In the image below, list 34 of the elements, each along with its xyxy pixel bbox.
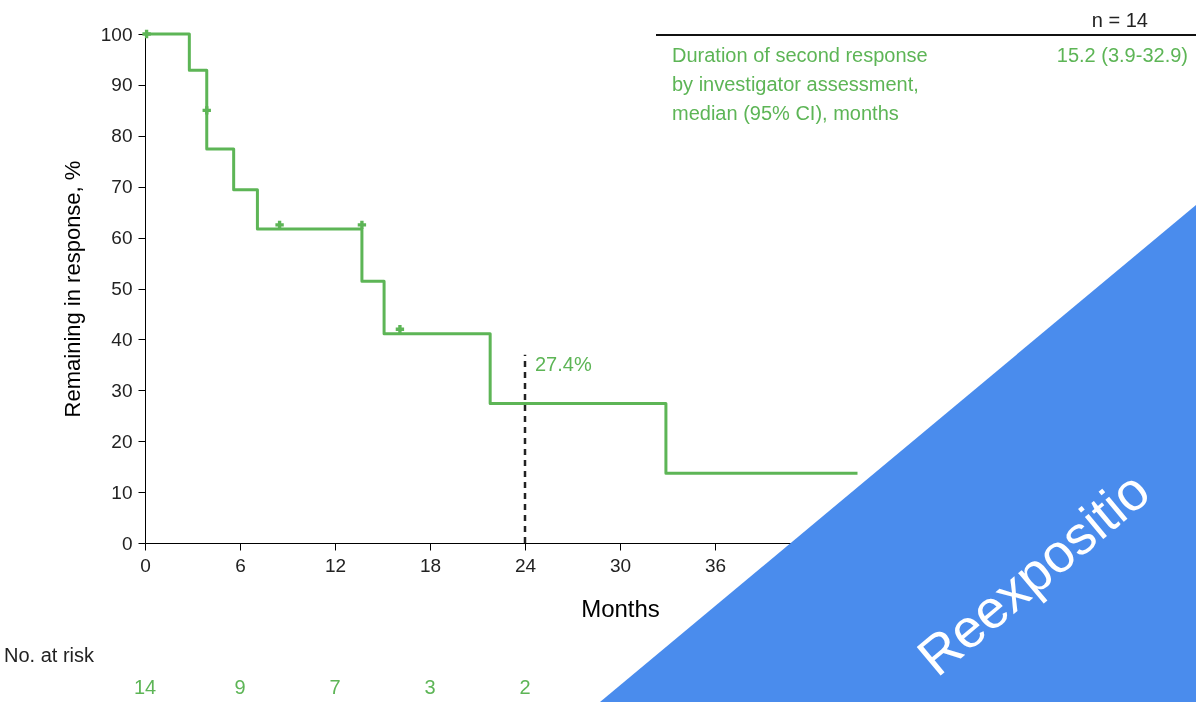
y-tick-label: 80 (111, 125, 133, 147)
y-tick-label: 40 (111, 328, 133, 350)
text: 7 (329, 676, 341, 698)
x-tick-label: 36 (704, 554, 727, 576)
y-tick-label: 50 (111, 278, 133, 299)
text: 2 (519, 676, 531, 698)
y-tick-label: 30 (111, 379, 133, 401)
y-tick-label: 60 (111, 227, 133, 249)
x-tick-label: 12 (324, 554, 347, 576)
text: 14 (133, 676, 157, 698)
x-tick-label: 18 (419, 554, 442, 576)
y-tick-label: 90 (111, 74, 133, 96)
annotation: Duration of second response by investigator assessment, median (95% CI), months (672, 43, 928, 126)
x-tick-label: 6 (235, 554, 246, 576)
y-tick-label: 10 (111, 481, 133, 503)
point (395, 325, 405, 334)
y-tick-label: 70 (111, 176, 133, 198)
annotation: 15.2 (3.9-32.9) (1056, 43, 1188, 68)
y-tick-label: 20 (111, 430, 133, 452)
text: 3 (424, 676, 436, 698)
text: n = 14 (1091, 8, 1148, 33)
y-tick-label: 0 (121, 532, 133, 554)
point (202, 106, 211, 115)
x-tick-label: 0 (140, 554, 151, 576)
point (142, 29, 151, 39)
annotation: 27.4% (535, 352, 592, 375)
x-tick-label: 30 (609, 554, 632, 576)
text: No. at risk (4, 643, 95, 668)
y-tick-label: 100 (100, 23, 133, 45)
point (357, 220, 367, 230)
text: 9 (234, 676, 246, 698)
y-axis-title: Remaining in response, % (59, 160, 85, 418)
x-tick-label: 24 (514, 554, 537, 576)
x-axis-title: Months (581, 594, 660, 622)
